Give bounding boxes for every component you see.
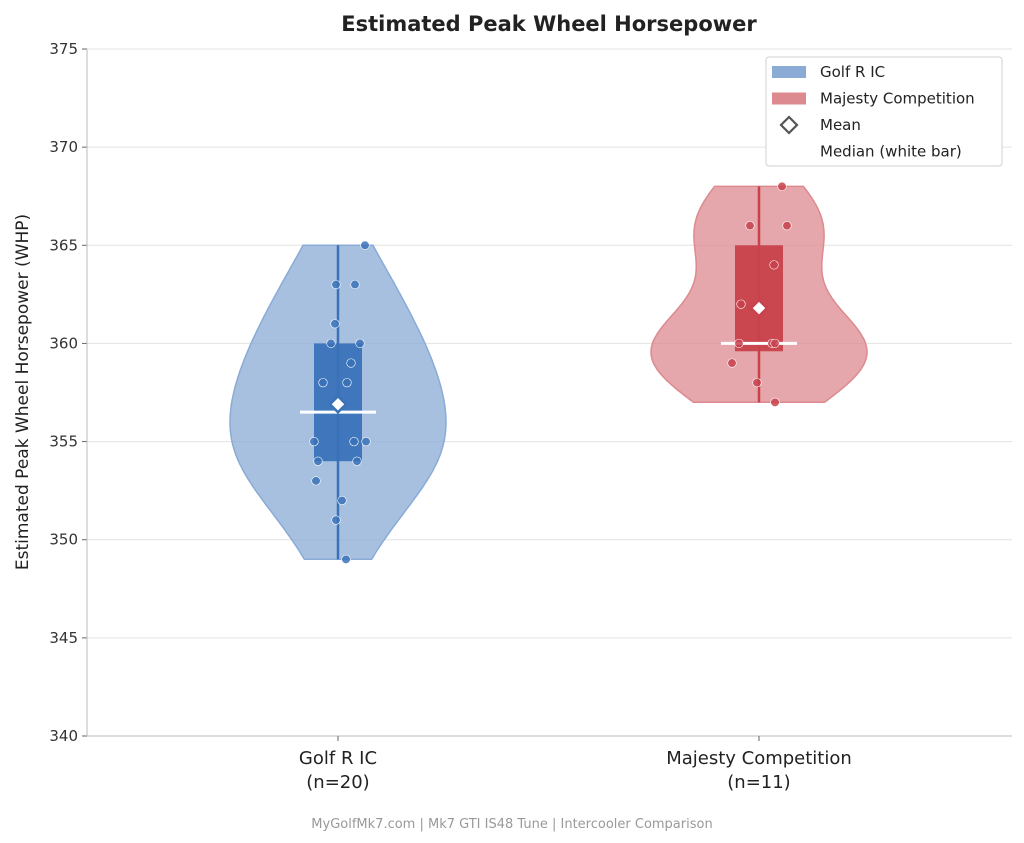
data-point — [352, 456, 362, 466]
x-category-count: (n=20) — [306, 772, 369, 793]
data-point — [342, 378, 352, 388]
data-point — [350, 279, 360, 290]
y-tick-label: 375 — [49, 40, 78, 58]
axes: 340 345 350 355 360 365 370 375 — [49, 40, 1012, 745]
data-point — [355, 338, 365, 349]
data-point — [770, 397, 780, 407]
data-point — [331, 279, 341, 290]
data-point — [727, 358, 737, 368]
mean-marker — [328, 394, 348, 415]
y-tick-label: 355 — [49, 433, 78, 451]
y-axis-label: Estimated Peak Wheel Horsepower (WHP) — [13, 214, 33, 570]
legend-mean-marker — [779, 115, 799, 135]
data-point — [736, 299, 746, 309]
violin-group — [229, 240, 447, 564]
data-point — [769, 260, 779, 270]
data-point — [341, 554, 351, 564]
data-point — [349, 436, 359, 447]
data-point — [313, 456, 323, 466]
data-point — [311, 476, 321, 486]
data-point — [331, 515, 341, 525]
legend: Golf R IC Majesty Competition Mean Median (… — [765, 56, 1003, 167]
data-point — [770, 338, 780, 349]
chart-title: Estimated Peak Wheel Horsepower — [341, 12, 757, 36]
violin-group — [650, 181, 868, 407]
y-tick-label: 345 — [49, 629, 78, 647]
x-category-labels: Golf R IC (n=20) Majesty Competition (n=11) — [299, 736, 852, 793]
data-point — [360, 240, 370, 250]
legend-swatch — [772, 92, 806, 105]
x-category-label: Golf R IC — [299, 748, 377, 769]
x-category-count: (n=11) — [727, 772, 790, 793]
data-point — [337, 495, 347, 506]
data-point — [752, 378, 762, 388]
legend-label: Median (white bar) — [820, 143, 962, 161]
mean-marker — [749, 298, 769, 318]
legend-box — [765, 56, 1003, 167]
y-tick-label: 350 — [49, 531, 78, 549]
legend-swatch — [772, 66, 806, 78]
data-point — [309, 436, 319, 447]
footer-credit: MyGolfMk7.com | Mk7 GTI IS48 Tune | Inte… — [311, 817, 712, 832]
y-tick-label: 340 — [49, 727, 78, 745]
violins — [229, 181, 868, 564]
data-point — [745, 221, 755, 231]
data-point — [361, 436, 371, 447]
legend-label: Majesty Competition — [820, 90, 975, 108]
y-tick-label: 365 — [49, 236, 78, 254]
x-category-label: Majesty Competition — [666, 748, 852, 769]
data-point — [326, 338, 336, 349]
data-point — [318, 378, 328, 388]
y-tick-label: 370 — [49, 138, 78, 156]
data-point — [777, 181, 787, 191]
data-point — [346, 358, 356, 368]
legend-label: Mean — [820, 116, 861, 134]
legend-label: Golf R IC — [820, 63, 885, 81]
data-point — [782, 221, 792, 231]
data-point — [734, 338, 744, 349]
data-point — [330, 319, 340, 329]
y-tick-label: 360 — [49, 334, 78, 352]
